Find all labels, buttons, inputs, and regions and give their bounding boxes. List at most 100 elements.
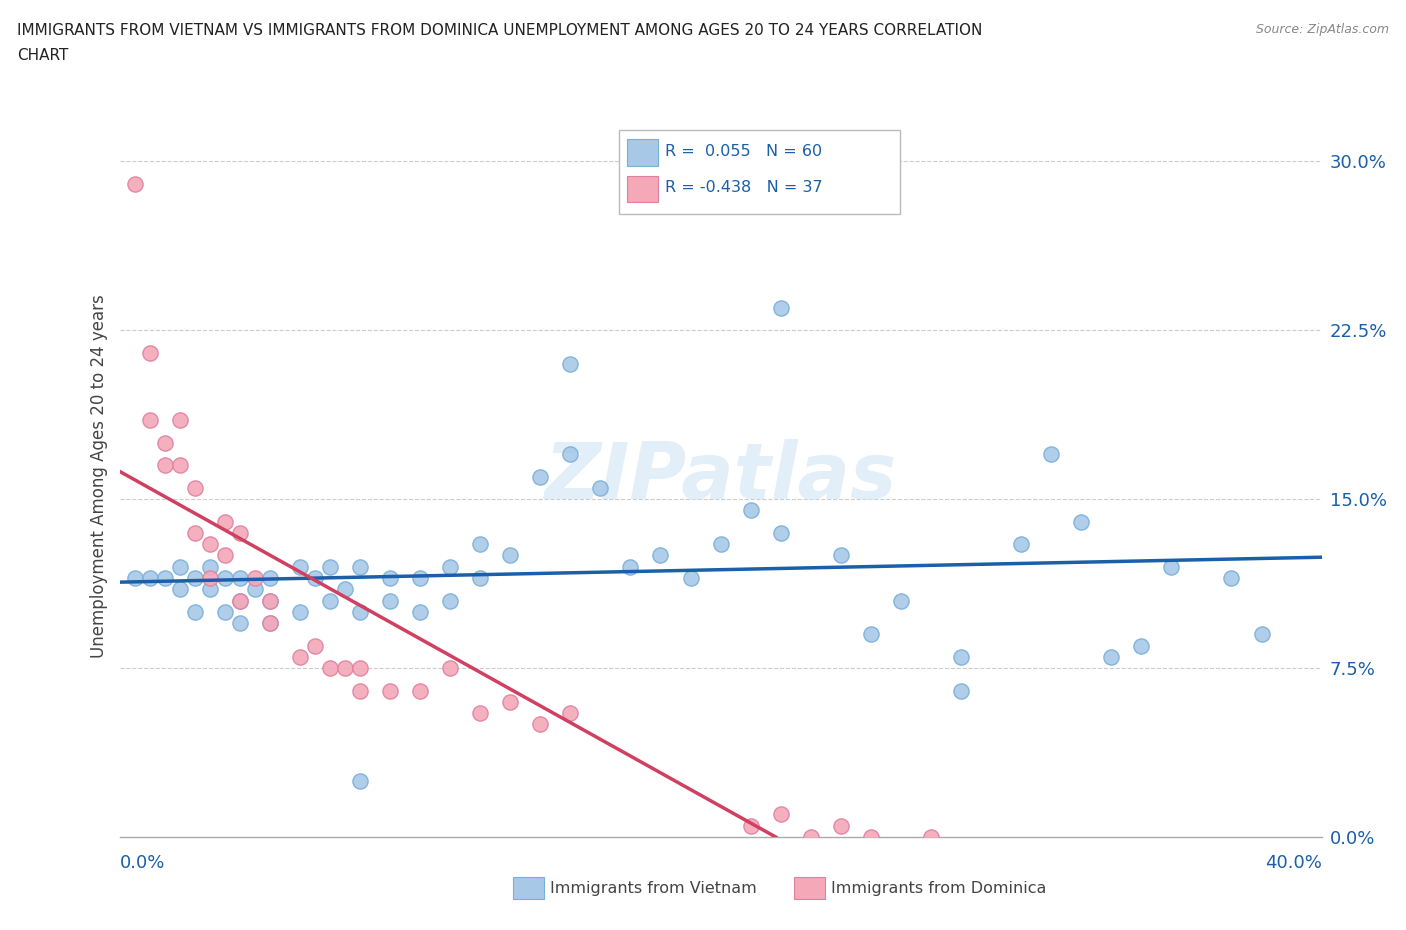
Point [589, 481, 612, 496]
Point [650, 548, 672, 563]
Point [740, 818, 762, 833]
Y-axis label: Unemployment Among Ages 20 to 24 years: Unemployment Among Ages 20 to 24 years [90, 295, 108, 658]
Point [333, 660, 356, 675]
Point [228, 570, 252, 585]
Point [920, 830, 942, 844]
Point [169, 582, 191, 597]
Point [1160, 559, 1182, 574]
Point [800, 830, 823, 844]
Point [124, 570, 146, 585]
Point [950, 684, 973, 698]
Point [950, 649, 973, 664]
Point [319, 660, 342, 675]
Point [378, 593, 401, 608]
Point [1130, 638, 1153, 653]
Point [619, 559, 641, 574]
Point [288, 604, 311, 619]
Point [859, 830, 882, 844]
Point [740, 503, 762, 518]
Point [468, 706, 492, 721]
Point [560, 356, 582, 371]
Point [259, 593, 281, 608]
Point [333, 582, 356, 597]
Point [243, 570, 266, 585]
Point [1040, 446, 1063, 461]
Point [214, 604, 236, 619]
Point [1070, 514, 1092, 529]
Point [1010, 537, 1032, 551]
Point [138, 413, 160, 428]
Point [228, 593, 252, 608]
Point [138, 345, 160, 360]
Point [529, 469, 551, 484]
Text: Source: ZipAtlas.com: Source: ZipAtlas.com [1256, 23, 1389, 36]
Point [198, 570, 221, 585]
Point [409, 684, 432, 698]
Point [198, 537, 221, 551]
Point [1099, 649, 1122, 664]
Point [349, 684, 371, 698]
Point [169, 413, 191, 428]
Text: IMMIGRANTS FROM VIETNAM VS IMMIGRANTS FROM DOMINICA UNEMPLOYMENT AMONG AGES 20 T: IMMIGRANTS FROM VIETNAM VS IMMIGRANTS FR… [17, 23, 983, 38]
Text: R =  0.055   N = 60: R = 0.055 N = 60 [665, 144, 823, 159]
Point [304, 570, 326, 585]
Point [439, 660, 461, 675]
Point [214, 548, 236, 563]
Point [560, 446, 582, 461]
Point [243, 582, 266, 597]
Point [259, 593, 281, 608]
Point [228, 525, 252, 540]
Point [183, 570, 205, 585]
Point [468, 570, 492, 585]
Point [499, 695, 522, 710]
Point [349, 773, 371, 788]
Point [409, 570, 432, 585]
Point [153, 435, 176, 450]
Point [769, 525, 792, 540]
Point [890, 593, 912, 608]
Point [214, 514, 236, 529]
Point [214, 570, 236, 585]
Point [1220, 570, 1243, 585]
Point [183, 481, 205, 496]
Point [769, 300, 792, 315]
Point [228, 593, 252, 608]
Point [183, 525, 205, 540]
Point [679, 570, 702, 585]
Point [830, 818, 852, 833]
Point [830, 548, 852, 563]
Text: Immigrants from Vietnam: Immigrants from Vietnam [550, 881, 756, 896]
Point [288, 559, 311, 574]
Text: CHART: CHART [17, 48, 69, 63]
Point [138, 570, 160, 585]
Point [183, 604, 205, 619]
Point [769, 807, 792, 822]
Point [228, 616, 252, 631]
Text: R = -0.438   N = 37: R = -0.438 N = 37 [665, 180, 823, 195]
Point [859, 627, 882, 642]
Point [198, 559, 221, 574]
Text: 0.0%: 0.0% [120, 854, 165, 872]
Point [169, 458, 191, 472]
Point [319, 593, 342, 608]
Point [529, 717, 551, 732]
Point [409, 604, 432, 619]
Point [153, 458, 176, 472]
Point [198, 582, 221, 597]
Point [560, 706, 582, 721]
Point [124, 177, 146, 192]
Point [349, 660, 371, 675]
Point [499, 548, 522, 563]
Text: Immigrants from Dominica: Immigrants from Dominica [831, 881, 1046, 896]
Point [319, 559, 342, 574]
Point [153, 570, 176, 585]
Point [378, 570, 401, 585]
Point [259, 616, 281, 631]
Point [349, 559, 371, 574]
Point [378, 684, 401, 698]
Point [304, 638, 326, 653]
Point [1250, 627, 1272, 642]
Text: 40.0%: 40.0% [1265, 854, 1322, 872]
Point [439, 559, 461, 574]
Point [709, 537, 731, 551]
